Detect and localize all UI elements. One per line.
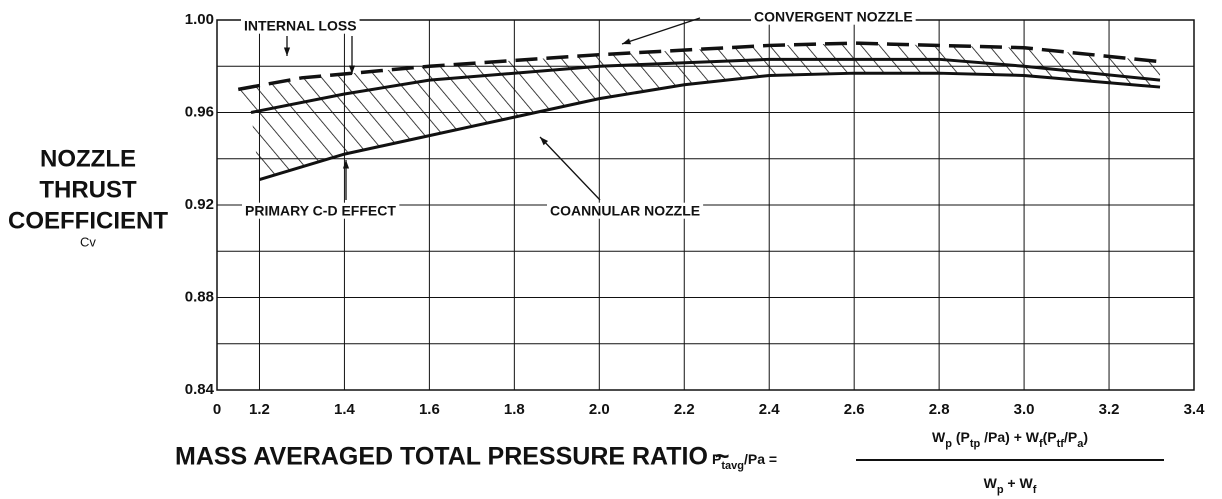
y-tick-label: 1.00: [185, 11, 214, 28]
formula-part: a: [1077, 438, 1084, 450]
annotation: CONVERGENT NOZZLE: [754, 9, 913, 25]
leader: [621, 17, 701, 45]
series-line: [237, 41, 1161, 92]
y-tick-label: 0.92: [185, 196, 214, 213]
arrow-head: [342, 160, 350, 169]
label-bg: [241, 17, 360, 34]
leader: [539, 136, 601, 201]
x-tick-label: 1.4: [334, 401, 356, 418]
formula-part: W: [984, 475, 998, 491]
y-axis-label: THRUST: [39, 176, 137, 203]
hatch-band: [238, 43, 1161, 113]
arrow-head: [622, 38, 631, 45]
formula: Wp + Wf: [984, 475, 1037, 496]
formula-part: (P: [1043, 429, 1057, 445]
x-tick-label: 3.2: [1099, 401, 1120, 418]
x-tick-label: 3.4: [1184, 401, 1206, 418]
formula-part: p: [997, 484, 1004, 496]
formula-part: tavg: [721, 460, 744, 472]
formula-part: (P: [952, 429, 970, 445]
y-axis-label: Cv: [80, 234, 96, 249]
y-tick-label: 0.96: [185, 103, 214, 120]
arrow-head: [283, 47, 291, 56]
x-tick-label: 0: [213, 401, 221, 418]
formula-part: f: [1039, 438, 1043, 450]
formula: Wp (Ptp /Pa) + Wf(Ptf/Pa): [932, 429, 1088, 450]
formula: Ptavg/Pa =: [712, 451, 777, 472]
y-tick-label: 0.88: [185, 288, 214, 305]
y-tick-label: 0.84: [185, 381, 215, 398]
annotation: INTERNAL LOSS: [244, 18, 357, 34]
x-tick-label: 1.8: [504, 401, 525, 418]
formula-part: tf: [1057, 438, 1065, 450]
x-tick-label: 2.8: [929, 401, 950, 418]
formula-part: /Pa =: [744, 451, 777, 467]
label-bg: [751, 8, 916, 25]
formula-part: p: [945, 438, 952, 450]
y-axis-label: COEFFICIENT: [8, 207, 168, 234]
formula-part: /Pa) + W: [980, 429, 1040, 445]
label-bg: [242, 202, 400, 219]
x-tick-label: 2.6: [844, 401, 865, 418]
arrow-head: [540, 137, 549, 146]
formula-part: + W: [1004, 475, 1034, 491]
formula-part: W: [932, 429, 946, 445]
x-tick-label: 2.4: [759, 401, 781, 418]
annotation: COANNULAR NOZZLE: [550, 203, 700, 219]
label-bg: [547, 202, 704, 219]
x-tick-label: 1.2: [249, 401, 270, 418]
x-axis-label: MASS AVERAGED TOTAL PRESSURE RATIO ~: [175, 443, 729, 471]
formula-part: /P: [1064, 429, 1077, 445]
formula-part: tp: [970, 438, 981, 450]
arrow-head: [348, 65, 356, 74]
series-line: [259, 71, 1161, 181]
formula-part: ): [1083, 429, 1088, 445]
hatch-band: [250, 59, 1161, 180]
formula-part: f: [1033, 484, 1037, 496]
x-tick-label: 3.0: [1014, 401, 1035, 418]
x-tick-label: 1.6: [419, 401, 440, 418]
y-axis-label: NOZZLE: [40, 145, 136, 172]
annotation: PRIMARY C-D EFFECT: [245, 203, 396, 219]
series-line: [250, 57, 1161, 114]
x-tick-label: 2.0: [589, 401, 610, 418]
x-tick-label: 2.2: [674, 401, 695, 418]
formula-part: P: [712, 451, 721, 467]
